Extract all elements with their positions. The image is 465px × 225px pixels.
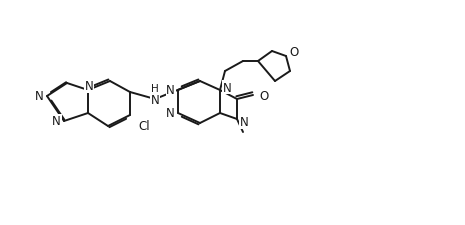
Text: N: N xyxy=(35,90,44,103)
Text: N: N xyxy=(151,94,159,107)
Text: N: N xyxy=(85,80,93,93)
Text: N: N xyxy=(166,107,175,120)
Text: N: N xyxy=(166,84,175,97)
Text: Cl: Cl xyxy=(138,119,150,132)
Text: O: O xyxy=(289,46,298,59)
Text: N: N xyxy=(223,81,232,94)
Text: O: O xyxy=(259,89,268,102)
Text: N: N xyxy=(52,115,61,128)
Text: H: H xyxy=(151,84,159,94)
Text: N: N xyxy=(240,116,249,129)
